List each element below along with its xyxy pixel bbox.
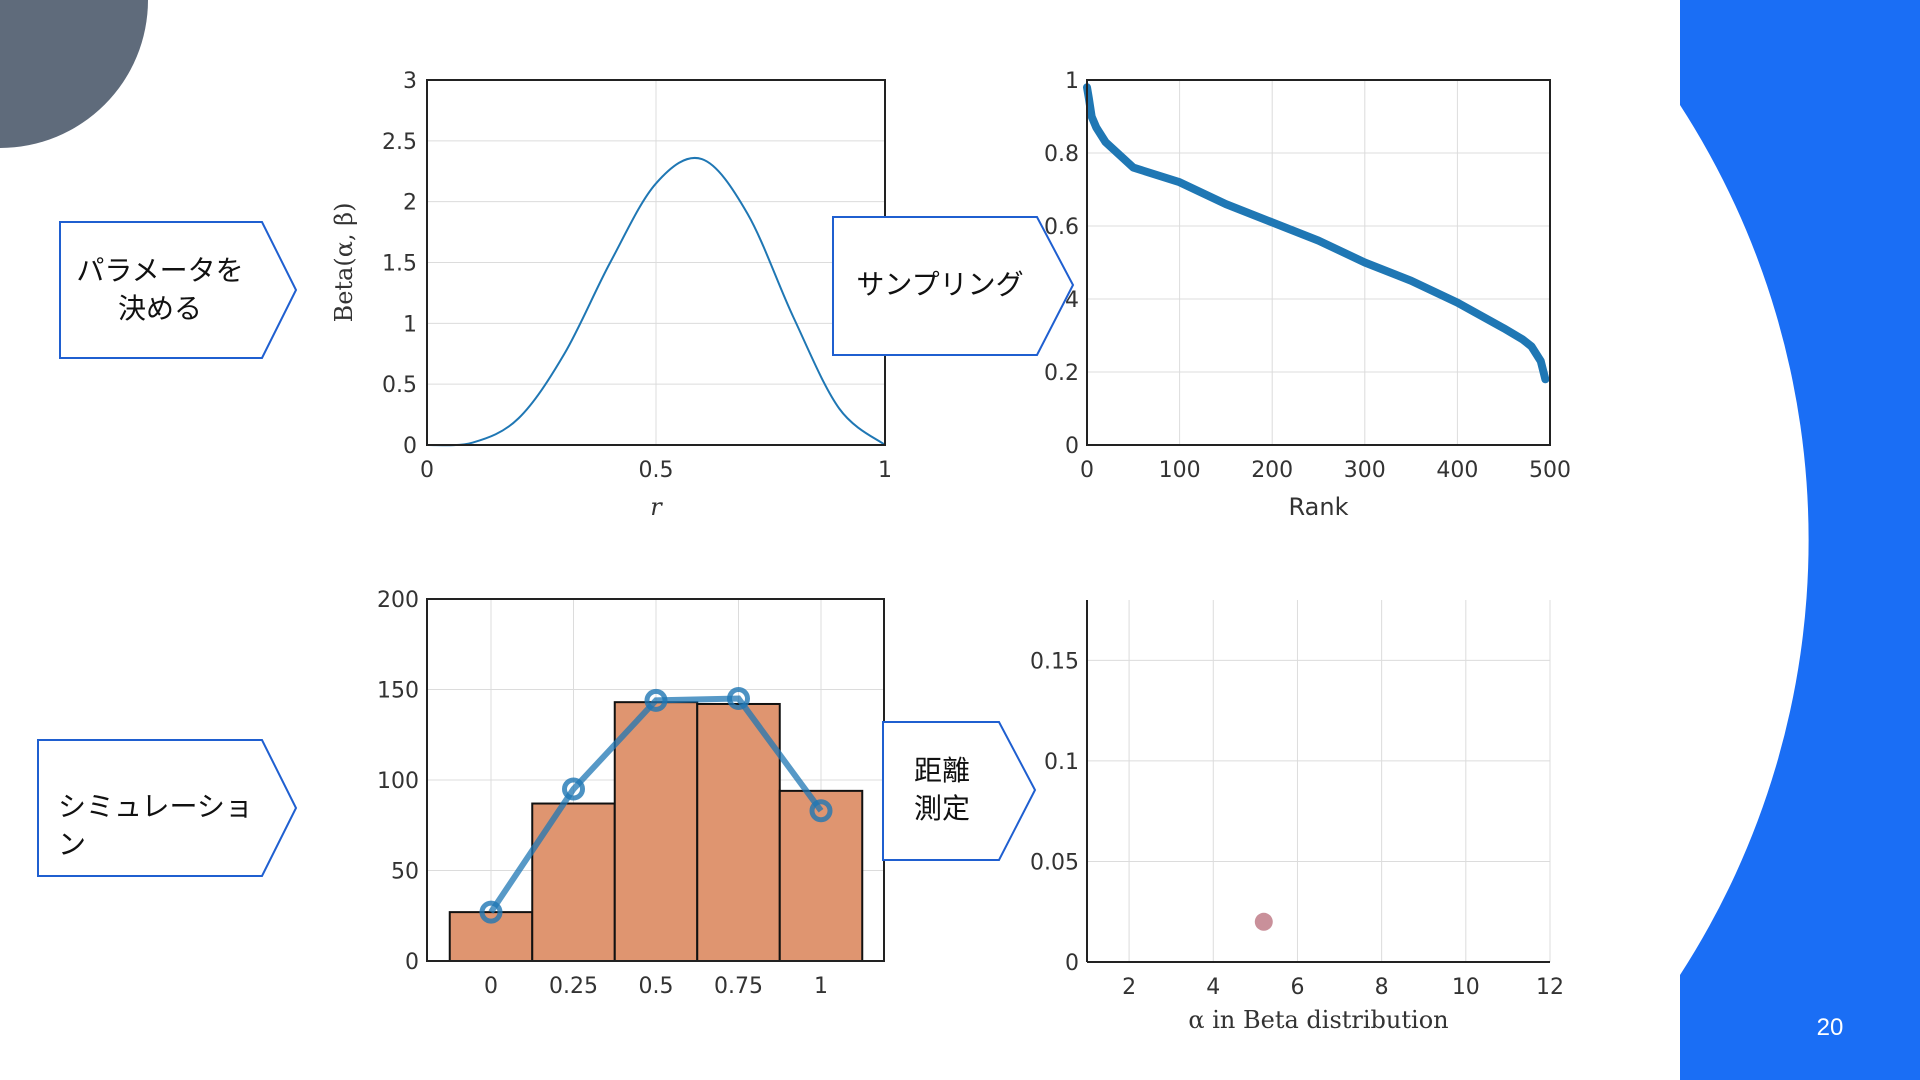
x-tick-label: 2 xyxy=(1122,975,1136,1000)
x-tick-label: 500 xyxy=(1529,458,1571,483)
flow-label-text: サンプリング xyxy=(856,268,1024,301)
x-tick-label: 10 xyxy=(1452,975,1480,1000)
x-tick-label: 300 xyxy=(1344,458,1386,483)
chevron-arrow-shape xyxy=(832,216,1075,356)
x-tick-label: 0.25 xyxy=(549,974,598,999)
expected-point xyxy=(479,900,503,924)
expected-point xyxy=(727,687,750,711)
y-tick-label: 0 xyxy=(1065,434,1079,459)
page-number: 20 xyxy=(1816,1014,1844,1041)
y-tick-label: 1 xyxy=(403,312,417,337)
flow-label-line: 測定 xyxy=(913,792,970,825)
y-tick-label: 2.5 xyxy=(382,130,417,155)
y-tick-label: 0 xyxy=(1065,951,1079,976)
expected-point xyxy=(809,799,833,823)
beta-curve-line xyxy=(426,156,886,447)
x-tick-label: 0 xyxy=(484,974,498,999)
y-tick-label: 2 xyxy=(403,191,417,216)
plot-frame xyxy=(1086,79,1551,446)
expected-line xyxy=(488,695,824,914)
scatter-point xyxy=(1254,912,1273,931)
flow-label-text: シミュレーション xyxy=(58,790,253,861)
flow-step-simulation xyxy=(37,739,298,877)
flow-label-line: 距離 xyxy=(913,754,970,787)
x-tick-label: 400 xyxy=(1436,458,1478,483)
chevron-arrow-shape xyxy=(59,221,298,359)
histogram-bar xyxy=(613,701,699,962)
y-tick-label: 150 xyxy=(377,679,419,704)
flow-step-sampling-label: サンプリング xyxy=(840,266,1040,304)
x-tick-label: 0.5 xyxy=(639,974,674,999)
y-tick-label: 0.5 xyxy=(382,373,417,398)
y-tick-label: 0.1 xyxy=(1044,750,1079,775)
x-axis-label: r xyxy=(650,493,663,521)
x-tick-label: 8 xyxy=(1375,975,1389,1000)
y-tick-label: 0.05 xyxy=(1030,850,1079,875)
flow-step-distance-label: 距離 測定 xyxy=(882,752,1002,828)
x-axis-label: Rank xyxy=(1289,493,1349,521)
expected-point xyxy=(644,688,668,712)
x-tick-label: 200 xyxy=(1251,458,1293,483)
x-tick-label: 1 xyxy=(814,974,828,999)
corner-circle-shape xyxy=(0,0,148,148)
flow-step-parameters xyxy=(59,221,298,359)
y-tick-label: 0.15 xyxy=(1030,649,1079,674)
x-tick-label: 6 xyxy=(1290,975,1304,1000)
histogram-bar xyxy=(778,789,864,962)
y-tick-label: 0.2 xyxy=(1044,361,1079,386)
x-tick-label: 100 xyxy=(1159,458,1201,483)
rank-curve-line xyxy=(1083,83,1550,384)
x-tick-label: 0 xyxy=(420,458,434,483)
chevron-arrow-shape xyxy=(37,739,298,877)
flow-step-simulation-label: シミュレーション xyxy=(40,788,278,864)
x-tick-label: 12 xyxy=(1536,975,1564,1000)
y-tick-label: 1 xyxy=(1065,69,1079,94)
x-tick-label: 4 xyxy=(1206,975,1220,1000)
flow-step-parameters-label: パラメータを 決める xyxy=(60,252,260,328)
y-tick-label: 0 xyxy=(403,434,417,459)
right-accent-shape xyxy=(1680,0,1920,1080)
x-tick-label: 0 xyxy=(1080,458,1094,483)
y-tick-label: 1.5 xyxy=(382,252,417,277)
histogram-bar xyxy=(696,702,781,962)
y-axis-label: Beta(α, β) xyxy=(330,203,358,323)
flow-label-line: 決める xyxy=(117,292,202,325)
y-tick-label: 0.6 xyxy=(1044,215,1079,240)
y-tick-label: 50 xyxy=(391,860,419,885)
y-tick-label: 0 xyxy=(405,950,419,975)
x-tick-label: 1 xyxy=(878,458,892,483)
beta-pdf-chart: 0 0.5 1 0 0.5 1 1.5 2 2.5 3 r Beta(α, β) xyxy=(330,69,892,521)
y-tick-label: 200 xyxy=(377,588,419,613)
y-tick-label: 0.8 xyxy=(1044,142,1079,167)
x-axis-label: α in Beta distribution xyxy=(1188,1006,1448,1034)
flow-step-distance xyxy=(882,721,1037,861)
expected-point xyxy=(562,777,585,801)
y-tick-label: 3 xyxy=(403,69,417,94)
ks-scatter-chart: 2 4 6 8 10 12 0 0.05 0.1 0.15 α in Beta distributi… xyxy=(986,600,1564,1034)
x-tick-label: 0.5 xyxy=(639,458,674,483)
y-tick-label: 100 xyxy=(377,769,419,794)
x-tick-label: 0.75 xyxy=(714,974,763,999)
flow-step-sampling xyxy=(832,216,1075,356)
flow-label-line: パラメータを xyxy=(76,254,244,287)
chevron-arrow-shape xyxy=(882,721,1037,861)
histogram-chart: 0 0.25 0.5 0.75 1 0 50 100 150 200 xyxy=(377,588,885,999)
